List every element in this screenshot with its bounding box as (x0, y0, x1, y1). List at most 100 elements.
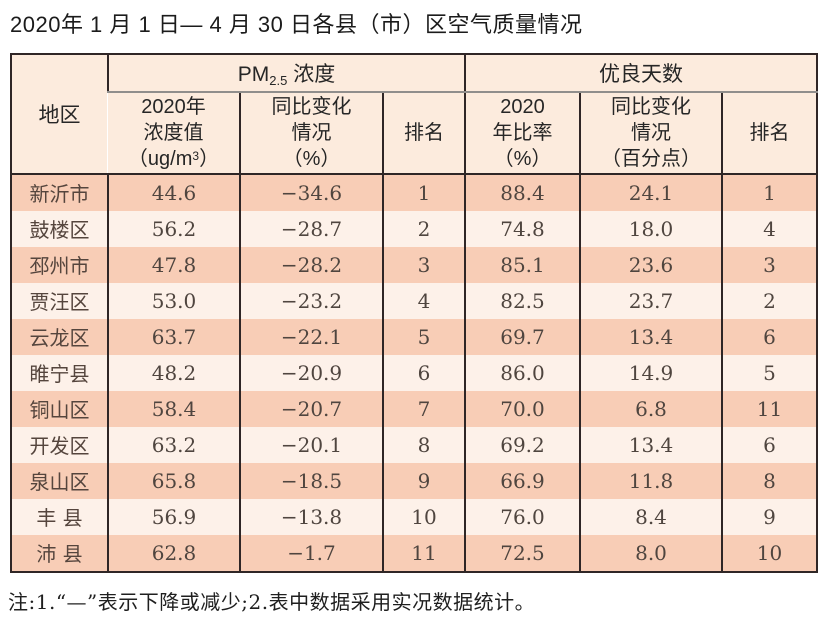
table-row: 鼓楼区 56.2 −28.7 2 74.8 18.0 4 (11, 210, 818, 247)
article-page: 2020年 1 月 1 日— 4 月 30 日各县（市）区空气质量情况 地区 P… (0, 11, 825, 620)
header-pm25-yoy: 同比变化 情况 （%） (239, 91, 383, 175)
cell-ratio-yoy: 11.8 (579, 462, 722, 499)
cell-ratio-yoy: 23.6 (579, 246, 722, 283)
cell-pm25: 58.4 (107, 390, 240, 427)
cell-ratio-yoy: 8.0 (579, 534, 722, 572)
cell-ratio: 74.8 (464, 210, 580, 247)
table-row: 铜山区 58.4 −20.7 7 70.0 6.8 11 (11, 390, 818, 427)
cell-pm25: 47.8 (107, 246, 240, 283)
cell-pm25-rank: 3 (382, 246, 465, 283)
header-line: 同比变化 (271, 95, 352, 118)
cell-pm25-yoy: −28.2 (239, 246, 383, 283)
header-good-ratio: 2020 年比率 （%） (464, 91, 580, 175)
table-row: 新沂市 44.6 −34.6 1 88.4 24.1 1 (11, 173, 818, 211)
cell-pm25-rank: 11 (382, 534, 465, 572)
cell-ratio-rank: 5 (720, 354, 818, 391)
cell-ratio-rank: 8 (720, 462, 818, 499)
cell-pm25-rank: 1 (382, 173, 465, 211)
cell-region: 泉山区 (29, 470, 90, 494)
cell-pm25-rank: 8 (382, 426, 465, 463)
cell-ratio: 76.0 (464, 498, 580, 535)
cell-pm25: 65.8 (107, 462, 240, 499)
cell-region: 开发区 (29, 434, 90, 458)
cell-ratio-yoy: 13.4 (579, 426, 722, 463)
cell-ratio-rank: 10 (720, 534, 818, 572)
header-line: 年比率 (492, 121, 553, 144)
cell-ratio-yoy: 24.1 (579, 173, 722, 211)
cell-pm25: 48.2 (107, 354, 240, 391)
cell-pm25-rank: 10 (382, 498, 465, 535)
header-group-good-days: 优良天数 (463, 53, 818, 93)
cell-ratio-yoy: 14.9 (579, 354, 722, 391)
sub-header-row: 2020年 浓度值 （ug/m3） 同比变化 情况 （%） 排名 2020 年比… (11, 91, 818, 175)
cell-ratio-rank: 4 (720, 210, 818, 247)
cell-region: 睢宁县 (29, 362, 90, 386)
cell-pm25-rank: 2 (382, 210, 465, 247)
cell-ratio-yoy: 13.4 (579, 318, 722, 355)
table-header: 地区 PM2.5 浓度 优良天数 2020年 浓度值 （ug/m3） 同比变化 … (11, 53, 818, 175)
cell-region: 鼓楼区 (29, 218, 90, 242)
header-good-yoy: 同比变化 情况 （百分点） (579, 91, 722, 175)
header-line: 情况 (291, 121, 332, 144)
cell-region: 邳州市 (29, 254, 90, 278)
cell-ratio: 70.0 (464, 390, 580, 427)
cell-ratio-rank: 6 (720, 426, 818, 463)
cell-pm25: 63.2 (107, 426, 240, 463)
cell-pm25: 63.7 (107, 318, 240, 355)
cell-pm25-rank: 9 (382, 462, 465, 499)
cell-pm25-yoy: −20.7 (239, 390, 383, 427)
cell-ratio-yoy: 8.4 (579, 498, 722, 535)
cell-pm25: 44.6 (107, 173, 240, 211)
table-row: 云龙区 63.7 −22.1 5 69.7 13.4 6 (11, 318, 818, 355)
cell-ratio-rank: 2 (720, 282, 818, 319)
table-row: 沛 县 62.8 −1.7 11 72.5 8.0 10 (11, 534, 818, 572)
header-pm25-rank: 排名 (382, 91, 465, 175)
table-row: 开发区 63.2 −20.1 8 69.2 13.4 6 (11, 426, 818, 463)
cell-pm25-rank: 5 (382, 318, 465, 355)
table-row: 丰 县 56.9 −13.8 10 76.0 8.4 9 (11, 498, 818, 535)
cell-region: 贾汪区 (29, 290, 90, 314)
cell-ratio-yoy: 6.8 (579, 390, 722, 427)
cell-pm25-rank: 4 (382, 282, 465, 319)
header-line: （%） (493, 147, 552, 170)
header-line: ） (199, 147, 220, 170)
cell-ratio-rank: 6 (720, 318, 818, 355)
header-group-pm25: PM2.5 浓度 (107, 53, 465, 93)
cell-ratio: 86.0 (464, 354, 580, 391)
pm25-label-suffix: 浓度 (287, 62, 336, 86)
footnote: 注:1.“—”表示下降或减少;2.表中数据采用实况数据统计。 (8, 589, 536, 614)
cell-ratio: 85.1 (464, 246, 580, 283)
header-pm25-concentration: 2020年 浓度值 （ug/m3） (108, 91, 240, 175)
table-row: 邳州市 47.8 −28.2 3 85.1 23.6 3 (11, 246, 818, 283)
header-line: 情况 (631, 121, 671, 144)
header-line: 2020 (500, 95, 545, 118)
air-quality-table: 地区 PM2.5 浓度 优良天数 2020年 浓度值 （ug/m3） 同比变化 … (10, 52, 819, 573)
cell-pm25-yoy: −28.7 (239, 210, 383, 247)
pm25-label: PM (237, 62, 270, 86)
cell-pm25-yoy: −13.8 (239, 498, 383, 535)
header-line: 浓度值 (143, 121, 204, 144)
cell-ratio-yoy: 18.0 (579, 210, 722, 247)
cell-region: 沛 县 (36, 542, 83, 566)
cell-pm25-yoy: −18.5 (239, 462, 383, 499)
cell-ratio-rank: 3 (720, 246, 818, 283)
cell-pm25-yoy: −1.7 (239, 534, 383, 572)
header-line: （百分点） (601, 147, 701, 170)
cell-region: 丰 县 (36, 506, 83, 530)
cell-ratio: 88.4 (464, 173, 580, 211)
cell-pm25-rank: 6 (382, 354, 465, 391)
page-title: 2020年 1 月 1 日— 4 月 30 日各县（市）区空气质量情况 (10, 12, 583, 37)
header-line: （ug/m (127, 147, 193, 170)
table-row: 睢宁县 48.2 −20.9 6 86.0 14.9 5 (11, 354, 818, 391)
cell-region: 云龙区 (29, 326, 90, 350)
cell-pm25-yoy: −20.9 (239, 354, 383, 391)
header-region: 地区 (11, 53, 108, 175)
header-line: 2020年 (141, 95, 206, 118)
cell-pm25: 56.9 (107, 498, 240, 535)
cell-pm25-rank: 7 (382, 390, 465, 427)
cell-ratio: 66.9 (464, 462, 580, 499)
cell-pm25-yoy: −20.1 (239, 426, 383, 463)
cell-region: 铜山区 (29, 398, 90, 422)
table-row: 泉山区 65.8 −18.5 9 66.9 11.8 8 (11, 462, 818, 499)
cell-pm25: 53.0 (107, 282, 240, 319)
